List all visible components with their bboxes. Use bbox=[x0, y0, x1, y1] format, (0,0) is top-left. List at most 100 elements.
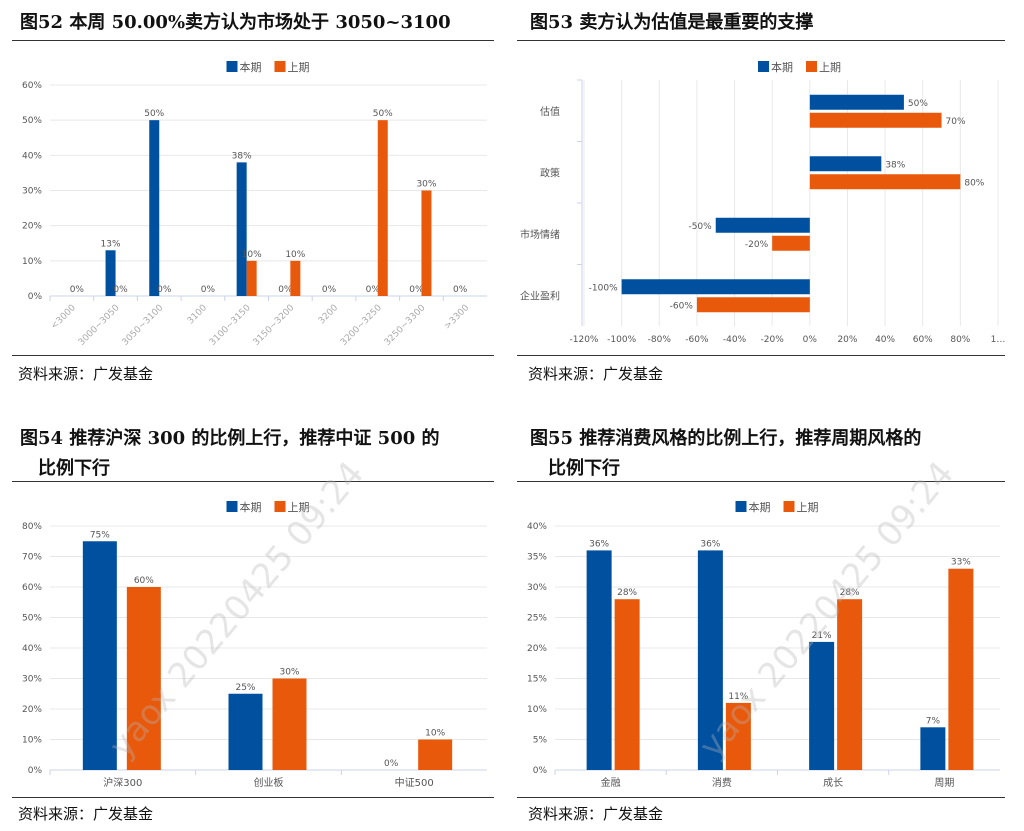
divider bbox=[12, 797, 494, 798]
data-label: 80% bbox=[964, 178, 984, 188]
data-label: 30% bbox=[279, 668, 299, 678]
bar-current bbox=[809, 156, 882, 172]
x-tick-label: 3050~3100 bbox=[121, 303, 166, 348]
y-tick-label: 20% bbox=[22, 222, 42, 232]
y-tick-label: 企业盈利 bbox=[520, 289, 560, 302]
bar-current bbox=[236, 162, 247, 296]
data-label: 0% bbox=[322, 285, 337, 295]
x-tick-label: -40% bbox=[723, 335, 747, 345]
bar-previous bbox=[377, 120, 388, 297]
data-label: -100% bbox=[589, 283, 618, 293]
legend-label-current: 本期 bbox=[749, 500, 771, 514]
y-tick-label: 70% bbox=[22, 553, 42, 563]
x-tick-label: 消费 bbox=[712, 776, 732, 789]
data-label: 0% bbox=[157, 285, 172, 295]
x-tick-label: 1… bbox=[991, 335, 1006, 345]
bar-current bbox=[809, 641, 835, 770]
legend-label-previous: 上期 bbox=[288, 501, 310, 514]
divider bbox=[12, 40, 494, 41]
data-label: 25% bbox=[235, 683, 255, 693]
x-tick-label: >3300 bbox=[443, 303, 472, 332]
x-tick-label: 周期 bbox=[934, 777, 954, 789]
x-tick-label: 60% bbox=[913, 335, 933, 345]
y-tick-label: 30% bbox=[527, 583, 547, 593]
divider bbox=[12, 481, 494, 482]
y-tick-label: 35% bbox=[527, 553, 547, 563]
bar-current bbox=[809, 94, 904, 110]
figure-55-source: 资料来源：广发基金 bbox=[528, 805, 664, 823]
data-label: 38% bbox=[885, 160, 905, 170]
bar-current bbox=[105, 250, 116, 296]
y-tick-label: 50% bbox=[22, 116, 42, 126]
x-tick-label: 3150~3200 bbox=[252, 303, 297, 348]
figure-53-title: 图53 卖方认为估值是最重要的支撑 bbox=[530, 12, 814, 33]
x-tick-label: -60% bbox=[685, 335, 709, 345]
bar-previous bbox=[246, 260, 257, 296]
y-tick-label: 50% bbox=[22, 614, 42, 624]
divider bbox=[517, 481, 1005, 482]
bar-previous bbox=[272, 678, 307, 770]
data-label: 50% bbox=[908, 99, 928, 109]
x-tick-label: 20% bbox=[837, 335, 857, 345]
data-label: 0% bbox=[70, 285, 85, 295]
legend-label-current: 本期 bbox=[771, 60, 793, 74]
y-tick-label: 30% bbox=[22, 675, 42, 685]
y-tick-label: 40% bbox=[22, 151, 42, 161]
data-label: 0% bbox=[409, 285, 424, 295]
bar-previous bbox=[809, 112, 942, 128]
data-label: 28% bbox=[617, 588, 637, 598]
legend-swatch-previous bbox=[783, 501, 795, 512]
x-tick-label: 沪深300 bbox=[103, 776, 142, 789]
x-tick-label: 3250~3300 bbox=[383, 303, 428, 348]
data-label: 21% bbox=[812, 631, 832, 641]
data-label: 10% bbox=[425, 729, 445, 739]
bar-previous bbox=[772, 235, 810, 251]
divider bbox=[517, 40, 1005, 41]
x-tick-label: 80% bbox=[950, 335, 970, 345]
x-tick-label: 40% bbox=[875, 335, 895, 345]
y-tick-label: 市场情绪 bbox=[520, 228, 560, 241]
data-label: 0% bbox=[113, 285, 128, 295]
data-label: 0% bbox=[278, 285, 293, 295]
bar-previous bbox=[725, 702, 751, 770]
figure-55-title-line2: 比例下行 bbox=[548, 458, 620, 479]
divider bbox=[517, 797, 1005, 798]
y-tick-label: 10% bbox=[22, 736, 42, 746]
data-label: 0% bbox=[201, 285, 216, 295]
bar-current bbox=[228, 693, 263, 770]
y-tick-label: 10% bbox=[22, 257, 42, 267]
legend-label-previous: 上期 bbox=[288, 61, 310, 74]
figure-52-title: 图52 本周 50.00%卖方认为市场处于 3050~3100 bbox=[20, 12, 451, 33]
data-label: 10% bbox=[242, 250, 262, 260]
legend-swatch-previous bbox=[806, 61, 817, 72]
bar-previous bbox=[696, 297, 810, 313]
legend-label-current: 本期 bbox=[240, 60, 262, 74]
divider bbox=[517, 355, 1005, 356]
data-label: 0% bbox=[384, 759, 399, 769]
y-tick-label: 40% bbox=[22, 644, 42, 654]
bar-current bbox=[82, 541, 117, 770]
data-label: 38% bbox=[232, 151, 252, 161]
data-label: 0% bbox=[453, 285, 468, 295]
y-tick-label: 15% bbox=[527, 675, 547, 685]
legend-swatch-previous bbox=[274, 61, 286, 72]
data-label: 0% bbox=[366, 285, 381, 295]
bar-previous bbox=[837, 599, 863, 770]
x-tick-label: 3100 bbox=[186, 303, 209, 326]
bar-previous bbox=[614, 599, 640, 770]
data-label: 50% bbox=[373, 109, 393, 119]
y-tick-label: 60% bbox=[22, 81, 42, 91]
x-tick-label: 3000~3050 bbox=[77, 303, 122, 348]
y-tick-label: 20% bbox=[22, 705, 42, 715]
data-label: 75% bbox=[90, 530, 110, 540]
figure-52-source: 资料来源：广发基金 bbox=[18, 365, 154, 383]
legend-swatch-current bbox=[758, 61, 769, 72]
bar-previous bbox=[418, 739, 453, 770]
data-label: 10% bbox=[285, 250, 305, 260]
x-tick-label: 0% bbox=[803, 335, 818, 345]
legend-swatch-previous bbox=[274, 501, 286, 512]
legend-swatch-current bbox=[226, 501, 238, 512]
data-label: 7% bbox=[926, 716, 941, 726]
x-tick-label: 3200 bbox=[317, 303, 340, 326]
data-label: 50% bbox=[144, 109, 164, 119]
